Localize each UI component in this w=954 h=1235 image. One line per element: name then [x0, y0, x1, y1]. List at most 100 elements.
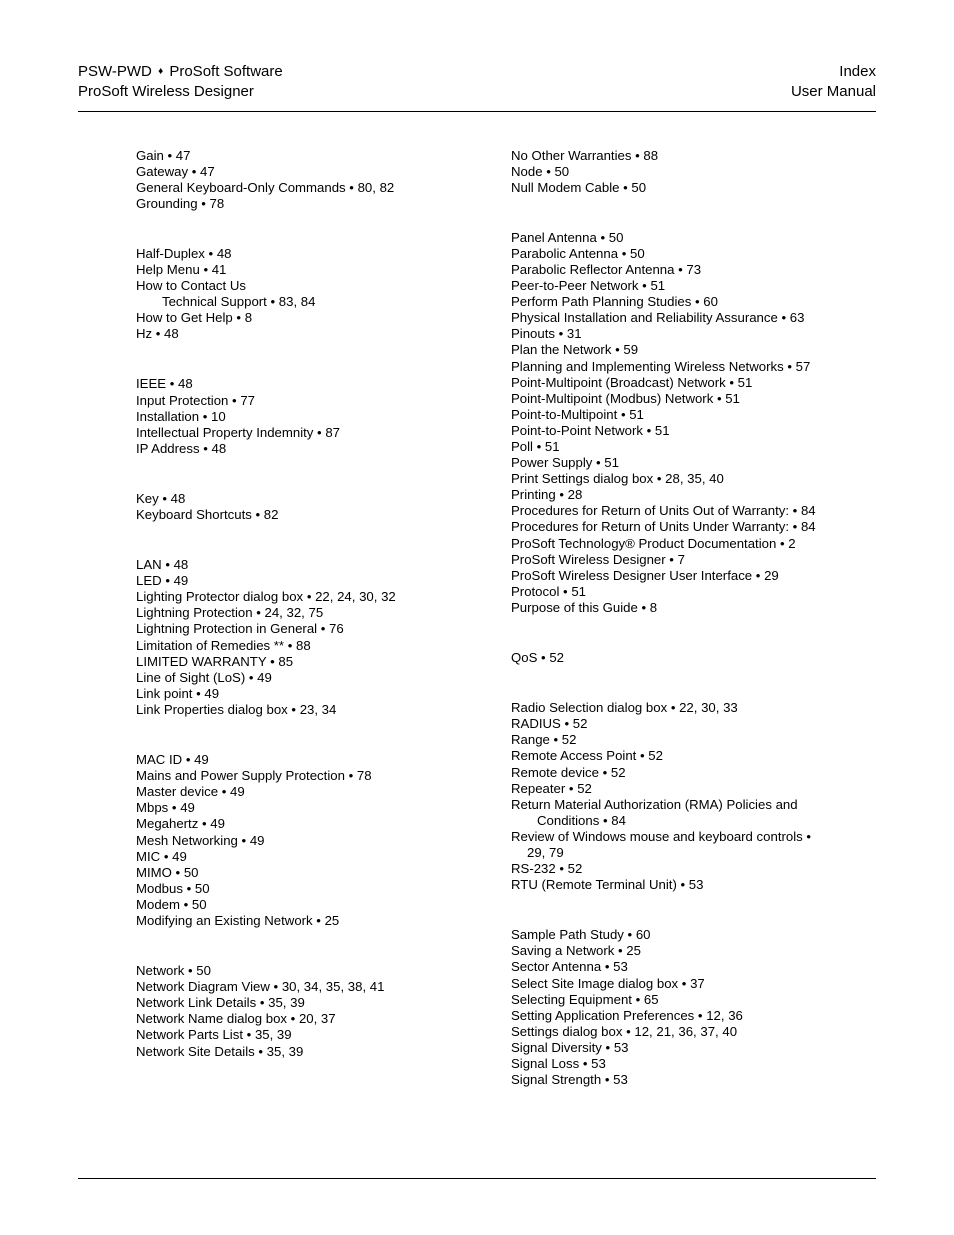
index-entry: Intellectual Property Indemnity • 87 [136, 425, 501, 441]
header-product-code: PSW-PWD [78, 63, 152, 80]
index-entry: Input Protection • 77 [136, 393, 501, 409]
index-entry: RADIUS • 52 [511, 716, 876, 732]
index-entry: Point-to-Multipoint • 51 [511, 407, 876, 423]
index-entry: Network Site Details • 35, 39 [136, 1044, 501, 1060]
index-group: MAC ID • 49Mains and Power Supply Protec… [136, 752, 501, 929]
index-column-left: Gain • 47Gateway • 47General Keyboard-On… [78, 148, 511, 1089]
index-group: Key • 48Keyboard Shortcuts • 82 [136, 491, 501, 523]
index-entry: How to Contact Us [136, 278, 501, 294]
header-doc-type: User Manual [791, 82, 876, 102]
index-entry: Poll • 51 [511, 439, 876, 455]
index-entry: Range • 52 [511, 732, 876, 748]
index-entry: Installation • 10 [136, 409, 501, 425]
index-entry: Lightning Protection in General • 76 [136, 621, 501, 637]
index-entry: Parabolic Reflector Antenna • 73 [511, 262, 876, 278]
index-entry: No Other Warranties • 88 [511, 148, 876, 164]
index-entry: Purpose of this Guide • 8 [511, 600, 876, 616]
index-entry: Network Parts List • 35, 39 [136, 1027, 501, 1043]
index-entry: Sample Path Study • 60 [511, 927, 876, 943]
index-entry: Network Name dialog box • 20, 37 [136, 1011, 501, 1027]
index-entry: Grounding • 78 [136, 196, 501, 212]
index-entry: Saving a Network • 25 [511, 943, 876, 959]
index-group: IEEE • 48Input Protection • 77Installati… [136, 376, 501, 456]
index-entry: Sector Antenna • 53 [511, 959, 876, 975]
page: PSW-PWD ♦ ProSoft Software ProSoft Wirel… [0, 0, 954, 1088]
index-content: Gain • 47Gateway • 47General Keyboard-On… [78, 112, 876, 1089]
index-entry: General Keyboard-Only Commands • 80, 82 [136, 180, 501, 196]
index-entry: Modifying an Existing Network • 25 [136, 913, 501, 929]
index-entry: LIMITED WARRANTY • 85 [136, 654, 501, 670]
index-entry: Repeater • 52 [511, 781, 876, 797]
index-entry: LAN • 48 [136, 557, 501, 573]
index-entry: Conditions • 84 [511, 813, 876, 829]
index-group: LAN • 48LED • 49Lighting Protector dialo… [136, 557, 501, 718]
index-entry: Procedures for Return of Units Under War… [511, 519, 876, 535]
index-entry: Limitation of Remedies ** • 88 [136, 638, 501, 654]
index-group: Radio Selection dialog box • 22, 30, 33R… [511, 700, 876, 893]
index-entry: Peer-to-Peer Network • 51 [511, 278, 876, 294]
index-group: QoS • 52 [511, 650, 876, 666]
index-entry: Mbps • 49 [136, 800, 501, 816]
index-entry: RTU (Remote Terminal Unit) • 53 [511, 877, 876, 893]
index-entry: Remote device • 52 [511, 765, 876, 781]
index-entry: How to Get Help • 8 [136, 310, 501, 326]
diamond-icon: ♦ [158, 65, 163, 79]
index-entry: Modem • 50 [136, 897, 501, 913]
index-entry: Point-Multipoint (Modbus) Network • 51 [511, 391, 876, 407]
index-entry: Procedures for Return of Units Out of Wa… [511, 503, 876, 519]
index-entry: RS-232 • 52 [511, 861, 876, 877]
index-entry: LED • 49 [136, 573, 501, 589]
header-subtitle: ProSoft Wireless Designer [78, 82, 283, 102]
header-product-name: ProSoft Software [169, 63, 282, 80]
index-entry: 29, 79 [511, 845, 876, 861]
index-entry: MAC ID • 49 [136, 752, 501, 768]
index-entry: Selecting Equipment • 65 [511, 992, 876, 1008]
header-left: PSW-PWD ♦ ProSoft Software ProSoft Wirel… [78, 62, 283, 103]
index-entry: MIMO • 50 [136, 865, 501, 881]
page-header: PSW-PWD ♦ ProSoft Software ProSoft Wirel… [78, 62, 876, 112]
index-entry: Point-Multipoint (Broadcast) Network • 5… [511, 375, 876, 391]
index-entry: Power Supply • 51 [511, 455, 876, 471]
index-group: Half-Duplex • 48Help Menu • 41How to Con… [136, 246, 501, 343]
index-entry: Modbus • 50 [136, 881, 501, 897]
index-entry: MIC • 49 [136, 849, 501, 865]
index-entry: Key • 48 [136, 491, 501, 507]
index-entry: Mains and Power Supply Protection • 78 [136, 768, 501, 784]
index-entry: Null Modem Cable • 50 [511, 180, 876, 196]
index-entry: Physical Installation and Reliability As… [511, 310, 876, 326]
index-entry: Return Material Authorization (RMA) Poli… [511, 797, 876, 813]
index-group: Network • 50Network Diagram View • 30, 3… [136, 963, 501, 1060]
index-entry: Network • 50 [136, 963, 501, 979]
index-entry: Mesh Networking • 49 [136, 833, 501, 849]
index-entry: QoS • 52 [511, 650, 876, 666]
index-group: Gain • 47Gateway • 47General Keyboard-On… [136, 148, 501, 212]
index-entry: Network Link Details • 35, 39 [136, 995, 501, 1011]
index-entry: Review of Windows mouse and keyboard con… [511, 829, 876, 845]
index-entry: Half-Duplex • 48 [136, 246, 501, 262]
index-entry: Perform Path Planning Studies • 60 [511, 294, 876, 310]
index-entry: Signal Strength • 53 [511, 1072, 876, 1088]
index-entry: Line of Sight (LoS) • 49 [136, 670, 501, 686]
header-section: Index [791, 62, 876, 82]
index-entry: Panel Antenna • 50 [511, 230, 876, 246]
index-entry: Planning and Implementing Wireless Netwo… [511, 359, 876, 375]
index-entry: Keyboard Shortcuts • 82 [136, 507, 501, 523]
index-entry: Pinouts • 31 [511, 326, 876, 342]
index-entry: Radio Selection dialog box • 22, 30, 33 [511, 700, 876, 716]
header-title-line1: PSW-PWD ♦ ProSoft Software [78, 62, 283, 82]
index-entry: Setting Application Preferences • 12, 36 [511, 1008, 876, 1024]
index-entry: Master device • 49 [136, 784, 501, 800]
index-entry: Plan the Network • 59 [511, 342, 876, 358]
index-entry: ProSoft Wireless Designer User Interface… [511, 568, 876, 584]
index-entry: Link Properties dialog box • 23, 34 [136, 702, 501, 718]
index-entry: IEEE • 48 [136, 376, 501, 392]
index-entry: ProSoft Wireless Designer • 7 [511, 552, 876, 568]
footer-rule [78, 1178, 876, 1179]
index-group: No Other Warranties • 88Node • 50Null Mo… [511, 148, 876, 196]
index-entry: Node • 50 [511, 164, 876, 180]
index-entry: Megahertz • 49 [136, 816, 501, 832]
index-entry: Protocol • 51 [511, 584, 876, 600]
index-entry: Point-to-Point Network • 51 [511, 423, 876, 439]
index-group: Sample Path Study • 60Saving a Network •… [511, 927, 876, 1088]
index-entry: Gateway • 47 [136, 164, 501, 180]
